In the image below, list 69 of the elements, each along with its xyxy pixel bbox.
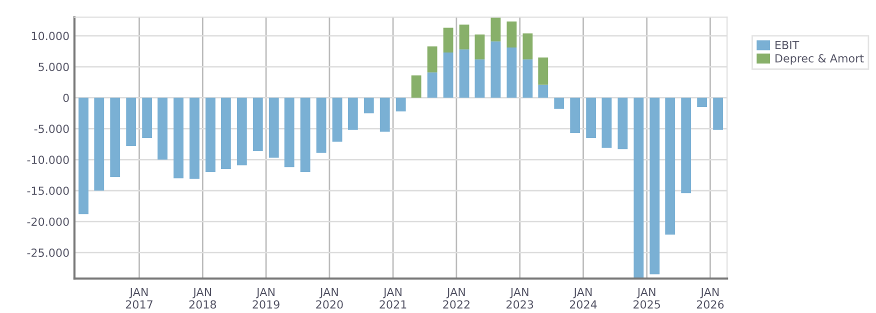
bar: [396, 98, 406, 112]
bar: [427, 46, 438, 72]
bar: [506, 22, 517, 48]
bar: [474, 34, 485, 60]
bar: [110, 98, 120, 177]
bar: [713, 98, 723, 130]
y-tick-label: -10.000: [27, 156, 69, 164]
bar: [586, 98, 596, 138]
bar: [316, 98, 326, 153]
legend-label: EBIT: [776, 40, 800, 50]
bar: [380, 98, 390, 132]
bar: [634, 98, 644, 279]
x-tick-label: JAN 2024: [570, 288, 597, 309]
bar: [252, 98, 263, 151]
bar: [490, 41, 501, 98]
bar: [268, 98, 279, 158]
bar: [443, 52, 454, 98]
bar: [220, 98, 231, 169]
bar: [570, 98, 580, 134]
bar: [236, 98, 247, 166]
bar: [459, 49, 470, 98]
bar: [158, 98, 168, 160]
bar: [427, 72, 438, 98]
bar: [94, 98, 104, 191]
x-tick-label: JAN 2022: [443, 288, 470, 309]
bar: [697, 98, 708, 108]
bar: [554, 98, 564, 109]
y-tick-label: 10.000: [32, 32, 69, 40]
bar: [459, 24, 470, 50]
bar: [618, 98, 628, 150]
bar: [174, 98, 184, 178]
x-tick-label: JAN 2019: [252, 288, 280, 309]
bar: [332, 98, 342, 142]
bar: [142, 98, 152, 138]
y-tick-label: -25.000: [27, 248, 69, 257]
x-tick-label: JAN 2026: [696, 288, 724, 309]
x-tick-label: JAN 2017: [126, 288, 152, 309]
bar: [602, 98, 612, 148]
bar: [443, 28, 454, 53]
x-tick-label: JAN 2023: [506, 288, 534, 309]
y-tick-label: -15.000: [27, 186, 69, 196]
bar: [538, 84, 548, 98]
bar: [190, 98, 200, 179]
x-tick-label: JAN 2021: [380, 288, 406, 309]
bar: [206, 98, 216, 172]
x-tick-label: JAN 2020: [316, 288, 343, 309]
bar: [474, 59, 485, 98]
y-tick-label: 5.000: [38, 62, 69, 72]
x-tick-label: JAN 2018: [189, 288, 216, 309]
bar: [78, 98, 88, 214]
bar: [364, 98, 374, 114]
y-tick-label: -20.000: [27, 218, 69, 226]
x-tick-label: JAN 2025: [634, 288, 660, 309]
bar: [506, 48, 517, 98]
bar: [126, 98, 136, 146]
bar: [411, 75, 422, 98]
legend-label: Deprec & Amort: [776, 54, 864, 65]
bar: [490, 17, 501, 42]
bar: [522, 59, 533, 98]
bar: [650, 98, 660, 274]
bar: [681, 98, 692, 194]
bar: [522, 33, 533, 60]
y-tick-label: -5.000: [34, 124, 69, 134]
bar: [300, 98, 310, 172]
bar: [348, 98, 358, 130]
bar: [538, 57, 548, 85]
y-tick-label: 0: [63, 94, 69, 102]
bar: [665, 98, 676, 235]
bar: [284, 98, 294, 168]
